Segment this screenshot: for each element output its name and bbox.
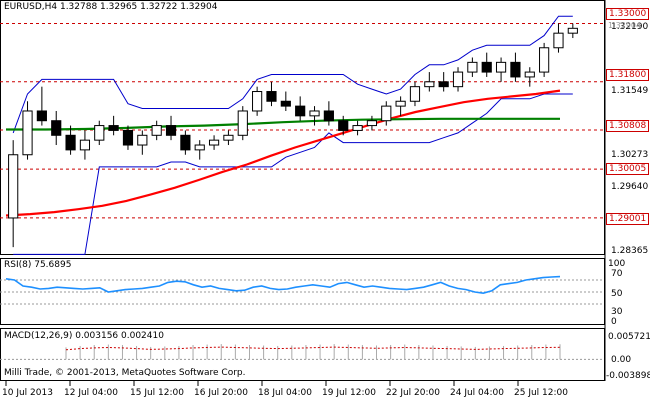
bull-candle bbox=[424, 81, 435, 88]
bull-candle bbox=[22, 110, 33, 156]
bull-candle bbox=[208, 139, 220, 146]
symbol-title: EURUSD,H4 1.32788 1.32965 1.32722 1.3290… bbox=[4, 2, 218, 12]
rsi-line bbox=[5, 275, 561, 295]
time-label-3: 15 Jul 12:00 bbox=[130, 388, 184, 398]
time-label-4: 16 Jul 20:00 bbox=[194, 388, 248, 398]
bear-candle bbox=[266, 91, 277, 102]
macd-level-min: -0.003898 bbox=[606, 371, 650, 381]
time-label-8: 24 Jul 04:00 bbox=[450, 388, 504, 398]
macd-indicator bbox=[0, 344, 604, 360]
rsi-level-0: 0 bbox=[611, 317, 617, 327]
time-label-9: 25 Jul 12:00 bbox=[514, 388, 568, 398]
macd-title: MACD(12,26,9) 0.003156 0.002410 bbox=[4, 331, 164, 341]
ref-tag-1: 1.33000 bbox=[606, 8, 650, 20]
bear-candle bbox=[165, 125, 177, 136]
bull-candle bbox=[539, 47, 550, 73]
ref-tag-3: 1.30808 bbox=[606, 120, 650, 132]
bull-candle bbox=[495, 61, 507, 73]
time-label-7: 22 Jul 20:00 bbox=[386, 388, 440, 398]
bull-candle bbox=[467, 61, 478, 73]
bull-candle bbox=[381, 105, 392, 122]
bear-candle bbox=[323, 110, 334, 122]
bear-candle bbox=[108, 125, 119, 131]
bull-candle bbox=[151, 125, 162, 136]
price-label-2: 1.31549 bbox=[611, 86, 649, 96]
bear-candle bbox=[65, 134, 76, 151]
bear-candle bbox=[36, 110, 47, 122]
bear-candle bbox=[51, 120, 62, 136]
price-label-1: 1.32190 bbox=[611, 22, 649, 32]
bear-candle bbox=[295, 105, 306, 117]
bear-candle bbox=[122, 129, 134, 146]
bear-candle bbox=[481, 61, 492, 73]
bull-candle bbox=[237, 110, 248, 136]
reference-lines bbox=[0, 22, 604, 219]
bear-candle bbox=[338, 120, 349, 131]
price-label-4: 1.29640 bbox=[611, 182, 649, 192]
ref-tag-4: 1.30005 bbox=[606, 163, 650, 175]
bull-candle bbox=[366, 120, 378, 127]
bear-candle bbox=[280, 100, 291, 107]
bull-candle bbox=[252, 91, 263, 112]
bull-candle bbox=[452, 71, 464, 88]
time-label-1: 10 Jul 2013 bbox=[2, 388, 53, 398]
bull-candle bbox=[194, 144, 205, 151]
macd-signal-line bbox=[65, 346, 561, 351]
bear-candle bbox=[510, 61, 521, 78]
ref-tag-2: 1.31800 bbox=[606, 69, 650, 81]
bull-candle bbox=[94, 125, 105, 141]
current-price-label: 1.32904 bbox=[608, 21, 642, 30]
bull-candle bbox=[567, 27, 578, 34]
bull-candle bbox=[79, 139, 91, 151]
rsi-level-30: 30 bbox=[611, 307, 623, 317]
macd-level-zero: 0.00 bbox=[611, 355, 632, 365]
rsi-level-70: 70 bbox=[611, 269, 623, 279]
ma-fast-line bbox=[5, 89, 561, 217]
price-label-3: 1.30273 bbox=[611, 150, 649, 160]
time-label-5: 18 Jul 04:00 bbox=[258, 388, 312, 398]
bear-candle bbox=[438, 81, 449, 88]
macd-level-max: 0.005721 bbox=[608, 332, 650, 342]
candlesticks bbox=[8, 23, 578, 248]
bull-candle bbox=[352, 125, 363, 131]
bear-candle bbox=[180, 134, 191, 151]
time-ticks bbox=[5, 381, 519, 386]
rsi-title: RSI(8) 75.6895 bbox=[4, 260, 72, 270]
price-label-5: 1.28365 bbox=[611, 246, 649, 256]
bull-candle bbox=[524, 71, 535, 78]
bull-candle bbox=[309, 110, 320, 117]
bull-candle bbox=[395, 100, 406, 107]
bull-candle bbox=[223, 134, 234, 141]
moving-averages bbox=[5, 89, 561, 217]
rsi-level-100: 100 bbox=[608, 259, 626, 269]
rsi-level-50: 50 bbox=[611, 289, 623, 299]
time-label-2: 12 Jul 04:00 bbox=[64, 388, 118, 398]
bull-candle bbox=[553, 32, 564, 49]
copyright-text: Milli Trade, © 2001-2013, MetaQuotes Sof… bbox=[4, 368, 246, 378]
ref-tag-5: 1.29001 bbox=[606, 213, 650, 225]
bull-candle bbox=[409, 86, 421, 102]
bull-candle bbox=[8, 154, 19, 219]
bollinger-upper bbox=[12, 15, 573, 134]
time-label-6: 19 Jul 12:00 bbox=[322, 388, 376, 398]
rsi-indicator bbox=[0, 275, 604, 305]
bull-candle bbox=[137, 134, 148, 146]
